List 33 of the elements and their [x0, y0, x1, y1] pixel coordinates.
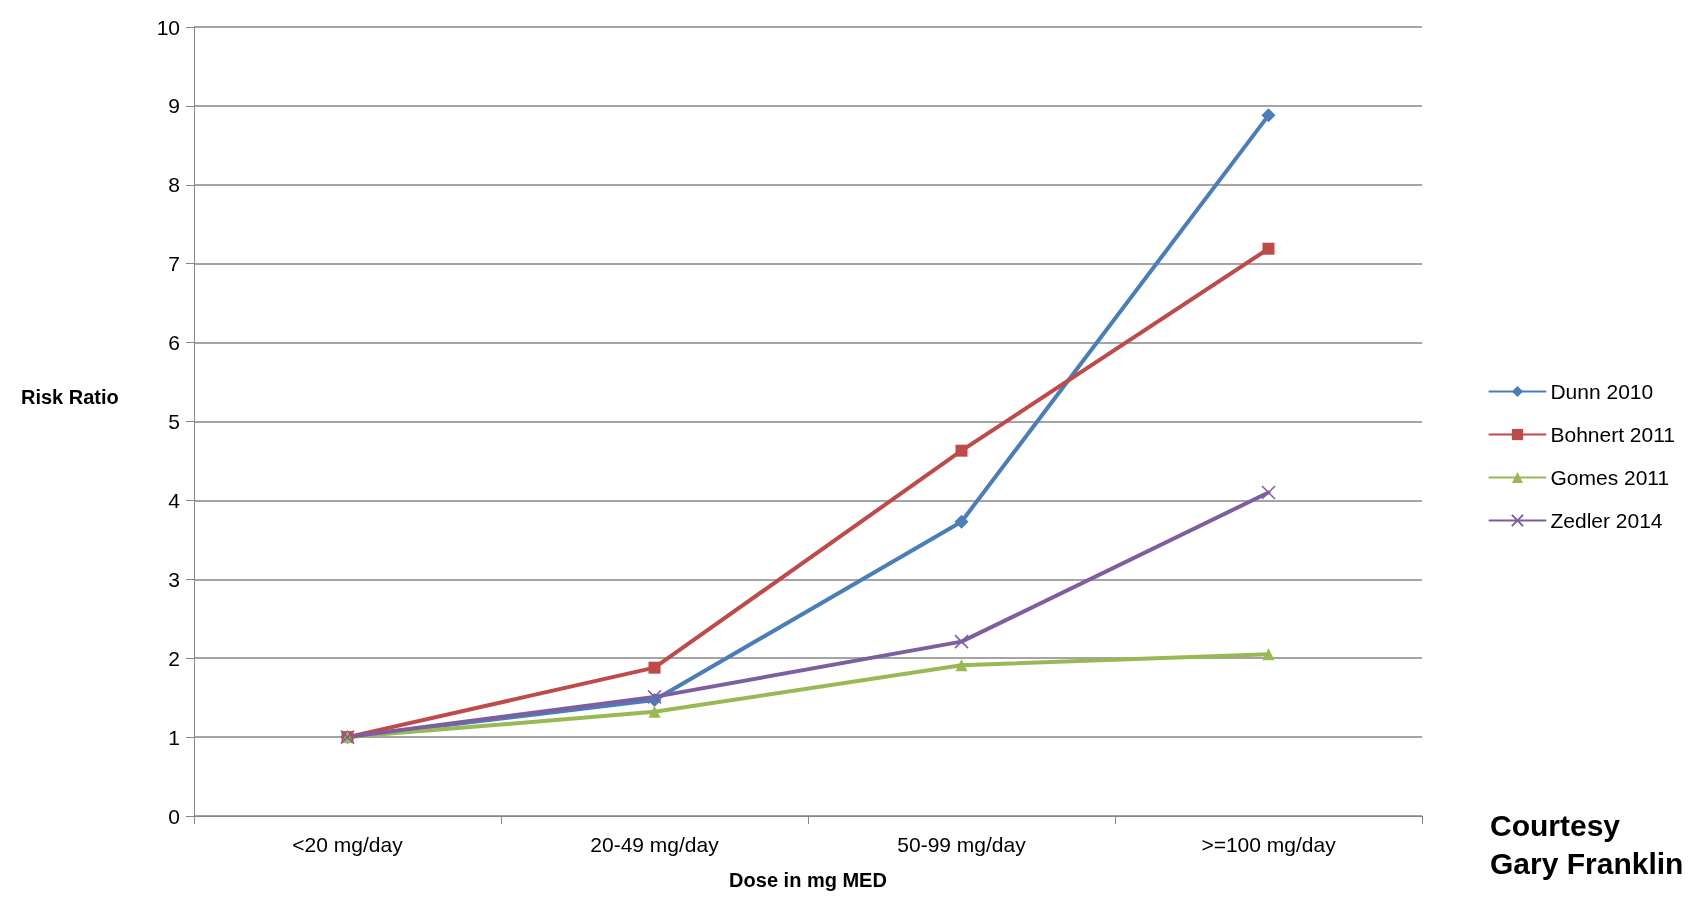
y-tick-label: 8 — [168, 173, 180, 197]
y-tick-label: 0 — [168, 804, 180, 828]
y-tick-label: 2 — [168, 646, 180, 670]
point — [1262, 648, 1275, 661]
x-axis-title: Dose in mg MED — [729, 869, 887, 891]
point — [648, 705, 661, 718]
point — [647, 689, 662, 705]
point — [954, 634, 969, 649]
y-tick-label: 7 — [168, 252, 180, 276]
y-tick-label: 6 — [168, 331, 180, 355]
legend-label: Dunn 2010 — [1550, 380, 1654, 403]
point — [648, 661, 661, 674]
y-tick-label: 4 — [168, 488, 181, 512]
point — [1261, 108, 1276, 123]
text: Courtesy Gary Franklin — [1490, 808, 1684, 880]
legend-label: Gomes 2011 — [1550, 466, 1670, 489]
x-tick-label: 50-99 mg/day — [897, 833, 1027, 856]
point — [954, 514, 969, 529]
point — [955, 659, 968, 672]
x-tick-label: >=100 mg/day — [1201, 833, 1337, 856]
y-tick-label: 5 — [168, 410, 180, 433]
legend-label: Bohnert 2011 — [1550, 423, 1675, 446]
y-tick-label: 3 — [168, 567, 180, 591]
x-tick-label: 20-49 mg/day — [590, 833, 720, 856]
point — [1261, 485, 1276, 500]
x-tick-label: <20 mg/day — [292, 833, 404, 856]
point — [955, 444, 968, 457]
y-tick-label: 9 — [168, 94, 180, 118]
legend-label: Zedler 2014 — [1550, 509, 1663, 532]
y-tick-label: 10 — [156, 15, 180, 39]
y-axis-title: Risk Ratio — [21, 386, 119, 408]
y-tick-label: 1 — [168, 725, 180, 749]
point — [1262, 242, 1275, 255]
